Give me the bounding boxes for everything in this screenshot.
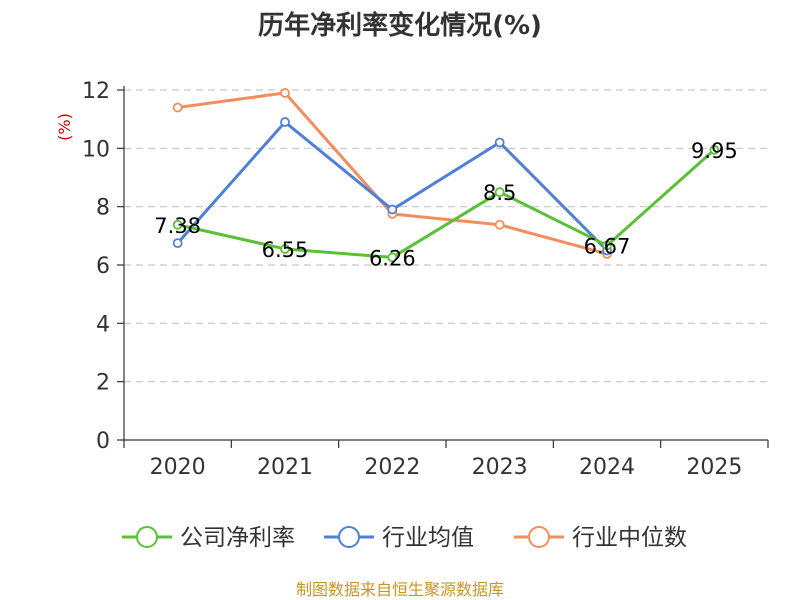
series-layer bbox=[172, 88, 720, 263]
legend-label: 行业均值 bbox=[382, 525, 474, 551]
source-note: 制图数据来自恒生聚源数据库 bbox=[296, 580, 504, 599]
data-point[interactable] bbox=[172, 238, 183, 249]
data-point[interactable] bbox=[494, 137, 505, 148]
x-tick-label: 2025 bbox=[686, 455, 742, 480]
legend-item-1[interactable]: 行业均值 bbox=[324, 525, 474, 551]
data-point[interactable] bbox=[280, 117, 290, 127]
legend-item-2[interactable]: 行业中位数 bbox=[514, 525, 687, 551]
data-point[interactable] bbox=[709, 144, 720, 155]
series-line bbox=[177, 91, 608, 256]
data-label: 6.26 bbox=[369, 246, 416, 270]
y-axis-label: (%) bbox=[55, 113, 74, 141]
series-line bbox=[176, 120, 609, 252]
data-point[interactable] bbox=[602, 240, 612, 251]
data-label: 6.55 bbox=[262, 238, 309, 262]
legend-swatch-marker bbox=[338, 526, 360, 548]
data-point[interactable] bbox=[280, 88, 290, 98]
y-tick-label: 6 bbox=[96, 254, 110, 279]
legend-swatch-marker bbox=[136, 526, 158, 548]
axes: 0 2 4 6 8 10 12 2020 2021 2022 2023 2024 2025 bbox=[82, 79, 769, 480]
legend-label: 行业中位数 bbox=[572, 525, 687, 551]
y-tick-label: 12 bbox=[82, 79, 110, 104]
y-tick-label: 4 bbox=[96, 312, 110, 337]
data-label: 8.5 bbox=[483, 181, 516, 205]
series-1 bbox=[172, 117, 612, 256]
y-tick-label: 8 bbox=[96, 196, 110, 221]
legend[interactable]: 公司净利率 行业均值 行业中位数 bbox=[122, 525, 687, 551]
x-tick-label: 2021 bbox=[257, 455, 313, 480]
data-point[interactable] bbox=[172, 102, 183, 113]
x-tick-label: 2024 bbox=[579, 455, 635, 480]
data-label: 9.95 bbox=[691, 139, 738, 163]
x-tick-label: 2020 bbox=[150, 455, 206, 480]
data-point[interactable] bbox=[387, 252, 398, 263]
data-point[interactable] bbox=[494, 219, 505, 230]
x-tick-label: 2022 bbox=[364, 455, 420, 480]
chart-title: 历年净利率变化情况(%) bbox=[258, 10, 542, 41]
data-point[interactable] bbox=[280, 244, 290, 254]
data-point[interactable] bbox=[172, 219, 183, 230]
data-point[interactable] bbox=[494, 187, 505, 197]
series-line bbox=[177, 148, 716, 259]
y-tick-label: 10 bbox=[82, 137, 110, 162]
x-tick-label: 2023 bbox=[472, 455, 528, 480]
data-label: 7.38 bbox=[154, 214, 201, 238]
legend-swatch-marker bbox=[528, 526, 550, 548]
series-0 bbox=[172, 144, 720, 263]
y-tick-label: 2 bbox=[96, 371, 110, 396]
data-label: 6.67 bbox=[584, 234, 631, 258]
legend-label: 公司净利率 bbox=[180, 525, 295, 551]
y-tick-label: 0 bbox=[96, 429, 110, 454]
legend-item-0[interactable]: 公司净利率 bbox=[122, 525, 295, 551]
data-labels: 7.38 6.55 6.26 8.5 6.67 9.95 bbox=[154, 139, 737, 271]
data-point[interactable] bbox=[387, 204, 398, 215]
